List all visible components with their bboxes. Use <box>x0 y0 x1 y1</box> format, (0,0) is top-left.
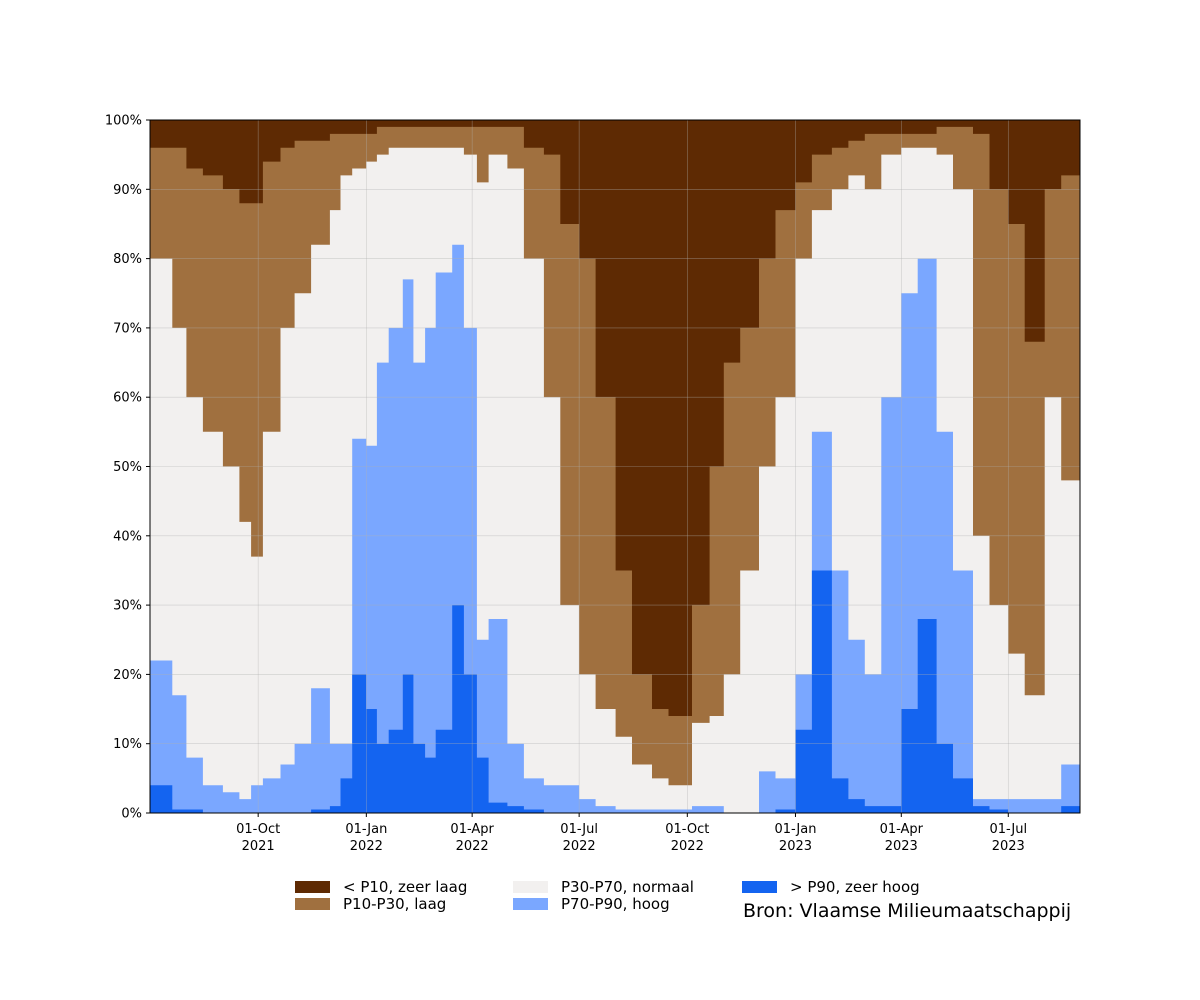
y-tick-label: 90% <box>113 183 142 198</box>
x-tick-year-label: 2021 <box>242 839 275 854</box>
y-axis: 0% 10% 20% 30% 40% 50% 60% 70% 80% 90% 100% <box>105 114 150 822</box>
legend-label-normaal: P30-P70, normaal <box>561 878 694 896</box>
legend-item-normaal: P30-P70, normaal <box>513 878 694 896</box>
x-tick-label: 01-Jan <box>774 822 816 837</box>
legend-label-zeer-hoog: > P90, zeer hoog <box>790 878 920 896</box>
y-tick-label: 10% <box>113 737 142 752</box>
x-axis: 01-Oct 2021 01-Jan 2022 01-Apr 2022 01-Jul 2022… <box>236 813 1027 854</box>
legend: < P10, zeer laag P10-P30, laag P30-P70, … <box>295 878 935 919</box>
y-tick-label: 70% <box>113 321 142 336</box>
x-tick-year-label: 2023 <box>779 839 812 854</box>
x-tick-year-label: 2022 <box>350 839 383 854</box>
legend-item-laag: P10-P30, laag <box>295 895 447 913</box>
x-tick-year-label: 2023 <box>992 839 1025 854</box>
legend-swatch-laag <box>295 898 330 910</box>
y-tick-label: 50% <box>113 460 142 475</box>
legend-swatch-zeer-laag <box>295 881 330 893</box>
area-series-p70-p90-hoog <box>150 244 1080 813</box>
grid-lines <box>150 119 1080 814</box>
x-tick-label: 01-Apr <box>880 822 924 837</box>
area-layers <box>150 120 1080 813</box>
y-tick-label: 30% <box>113 599 142 614</box>
x-tick-label: 01-Apr <box>450 822 494 837</box>
x-tick-year-label: 2023 <box>885 839 918 854</box>
legend-swatch-zeer-hoog <box>742 881 777 893</box>
source-note: Bron: Vlaamse Milieumaatschappij <box>743 900 1072 922</box>
x-tick-year-label: 2022 <box>671 839 704 854</box>
legend-label-zeer-laag: < P10, zeer laag <box>343 878 468 896</box>
legend-swatch-normaal <box>513 881 548 893</box>
x-tick-label: 01-Oct <box>236 822 280 837</box>
legend-item-zeer-laag: < P10, zeer laag <box>295 878 468 896</box>
y-tick-label: 20% <box>113 668 142 683</box>
x-tick-year-label: 2022 <box>563 839 596 854</box>
legend-item-hoog: P70-P90, hoog <box>513 895 670 913</box>
y-tick-label: 100% <box>105 114 142 129</box>
legend-item-zeer-hoog: > P90, zeer hoog <box>742 878 920 896</box>
legend-swatch-hoog <box>513 898 548 910</box>
legend-label-laag: P10-P30, laag <box>343 895 447 913</box>
area-series-p90-zeer-hoog <box>150 570 1080 813</box>
legend-label-hoog: P70-P90, hoog <box>561 895 670 913</box>
y-tick-label: 40% <box>113 529 142 544</box>
x-tick-label: 01-Jul <box>989 822 1027 837</box>
x-tick-label: 01-Jul <box>560 822 598 837</box>
x-tick-year-label: 2022 <box>456 839 489 854</box>
x-tick-label: 01-Jan <box>345 822 387 837</box>
y-tick-label: 60% <box>113 391 142 406</box>
y-tick-label: 0% <box>121 807 142 822</box>
y-tick-label: 80% <box>113 252 142 267</box>
x-tick-label: 01-Oct <box>665 822 709 837</box>
